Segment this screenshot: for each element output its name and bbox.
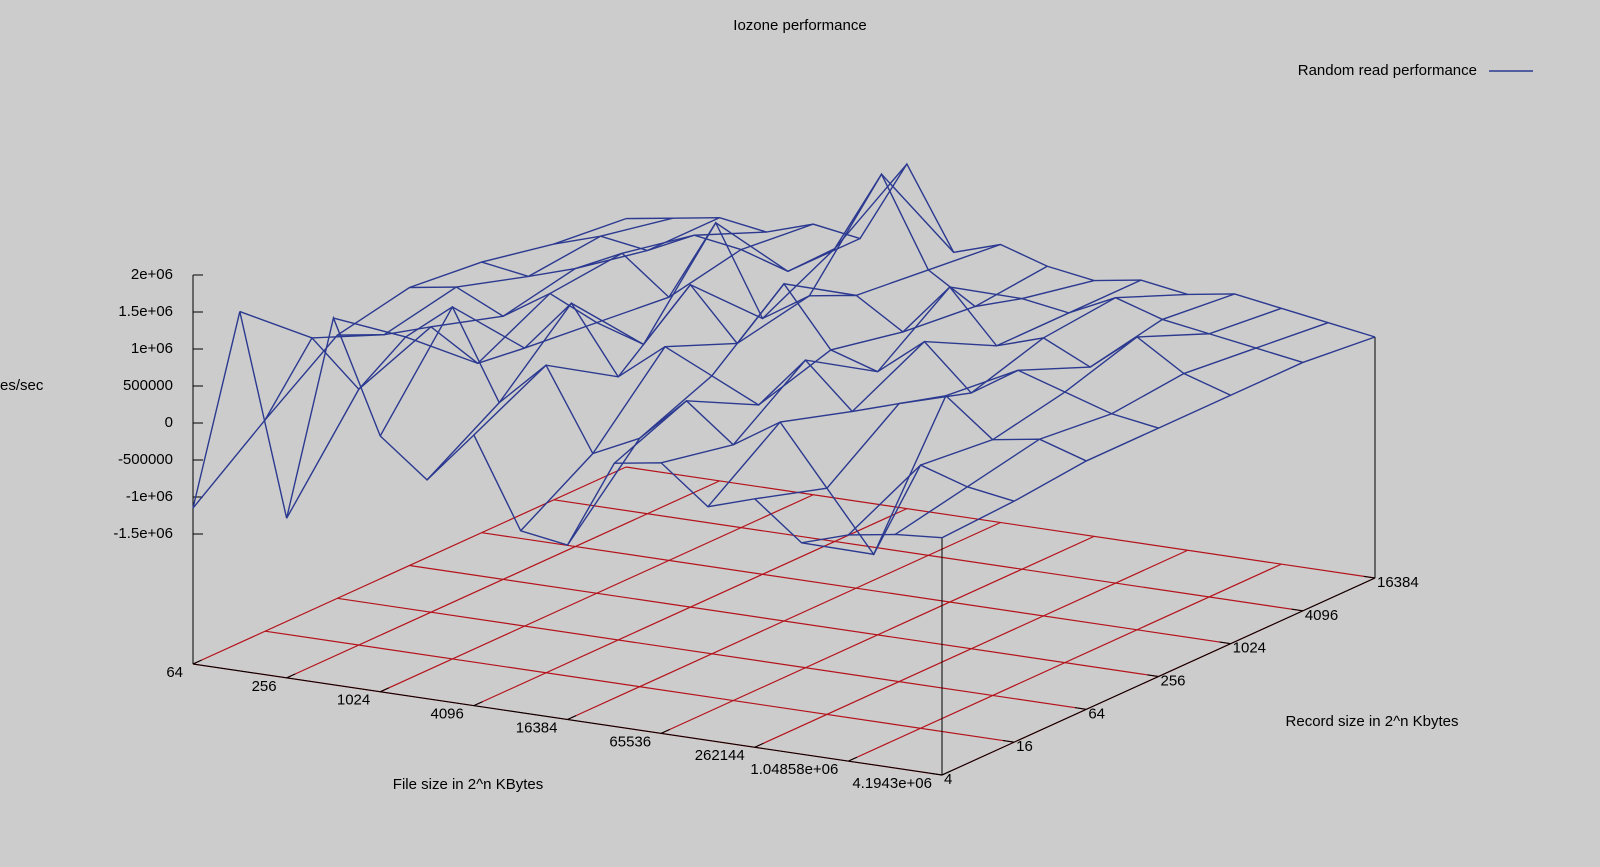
y-tick (1219, 641, 1231, 645)
surface-column (239, 217, 673, 339)
z-tick-label: 1e+06 (131, 340, 173, 357)
x-tick-label: 64 (166, 664, 183, 681)
surface-column (707, 279, 1142, 508)
z-tick-label: -1.5e+06 (113, 525, 173, 542)
grid-line (625, 466, 1376, 579)
z-tick-label: 2e+06 (131, 266, 173, 283)
z-tick-label: -1e+06 (126, 488, 173, 505)
y-tick-label: 64 (1088, 705, 1105, 722)
x-tick-label: 4.1943e+06 (852, 775, 932, 792)
grid-line (481, 532, 1231, 645)
surface-column (286, 217, 720, 519)
surface-column (847, 307, 1282, 536)
x-tick (192, 659, 202, 665)
y-tick (930, 772, 943, 776)
x-tick (286, 673, 296, 679)
y-tick-label: 16384 (1377, 574, 1419, 591)
legend-label: Random read performance (1298, 62, 1477, 79)
x-tick (660, 728, 670, 734)
surface-column (660, 279, 1095, 464)
surface-column (613, 265, 1048, 464)
z-tick-label: 0 (165, 414, 173, 431)
surface-column (754, 293, 1188, 500)
z-tick-label: -500000 (118, 451, 173, 468)
grid-line (553, 499, 1303, 612)
grid-line (337, 597, 1087, 710)
x-tick (941, 770, 951, 776)
surface-column (473, 163, 908, 436)
x-tick-label: 16384 (516, 719, 558, 736)
surface-column (894, 322, 1329, 536)
x-tick (380, 687, 390, 693)
z-tick-label: 1.5e+06 (118, 303, 173, 320)
y-tick-label: 256 (1161, 672, 1186, 689)
x-tick (848, 756, 858, 762)
y-tick (1075, 707, 1087, 710)
x-tick-label: 1.04858e+06 (750, 761, 838, 778)
x-tick-label: 4096 (431, 706, 464, 723)
z-axis-label: es/sec (0, 377, 44, 394)
x-tick (473, 701, 483, 707)
surface-column (379, 223, 814, 437)
x-tick (754, 742, 764, 748)
grid-line (265, 630, 1015, 743)
x-tick-label: 1024 (337, 692, 370, 709)
x-axis-label: File size in 2^n KBytes (393, 776, 543, 793)
y-axis-label: Record size in 2^n Kbytes (1286, 713, 1459, 730)
surface-column (566, 243, 1001, 546)
surface-column (941, 336, 1376, 539)
x-tick (567, 715, 577, 720)
x-tick-label: 262144 (695, 747, 745, 764)
y-tick (1363, 575, 1376, 579)
x-tick-label: 65536 (609, 733, 651, 750)
y-tick-label: 4 (944, 771, 952, 788)
y-tick (1291, 608, 1303, 612)
z-tick-label: 500000 (123, 377, 173, 394)
grid-line (409, 564, 1159, 678)
y-tick-label: 1024 (1233, 640, 1266, 657)
surface-column (801, 293, 1235, 556)
surface-column (192, 217, 627, 509)
chart-title: Iozone performance (733, 17, 866, 34)
y-tick (1002, 740, 1015, 743)
surface-column (333, 231, 767, 365)
x-tick-label: 256 (252, 678, 277, 695)
y-tick-label: 16 (1016, 738, 1033, 755)
y-tick (1147, 674, 1159, 677)
y-tick-label: 4096 (1305, 607, 1338, 624)
